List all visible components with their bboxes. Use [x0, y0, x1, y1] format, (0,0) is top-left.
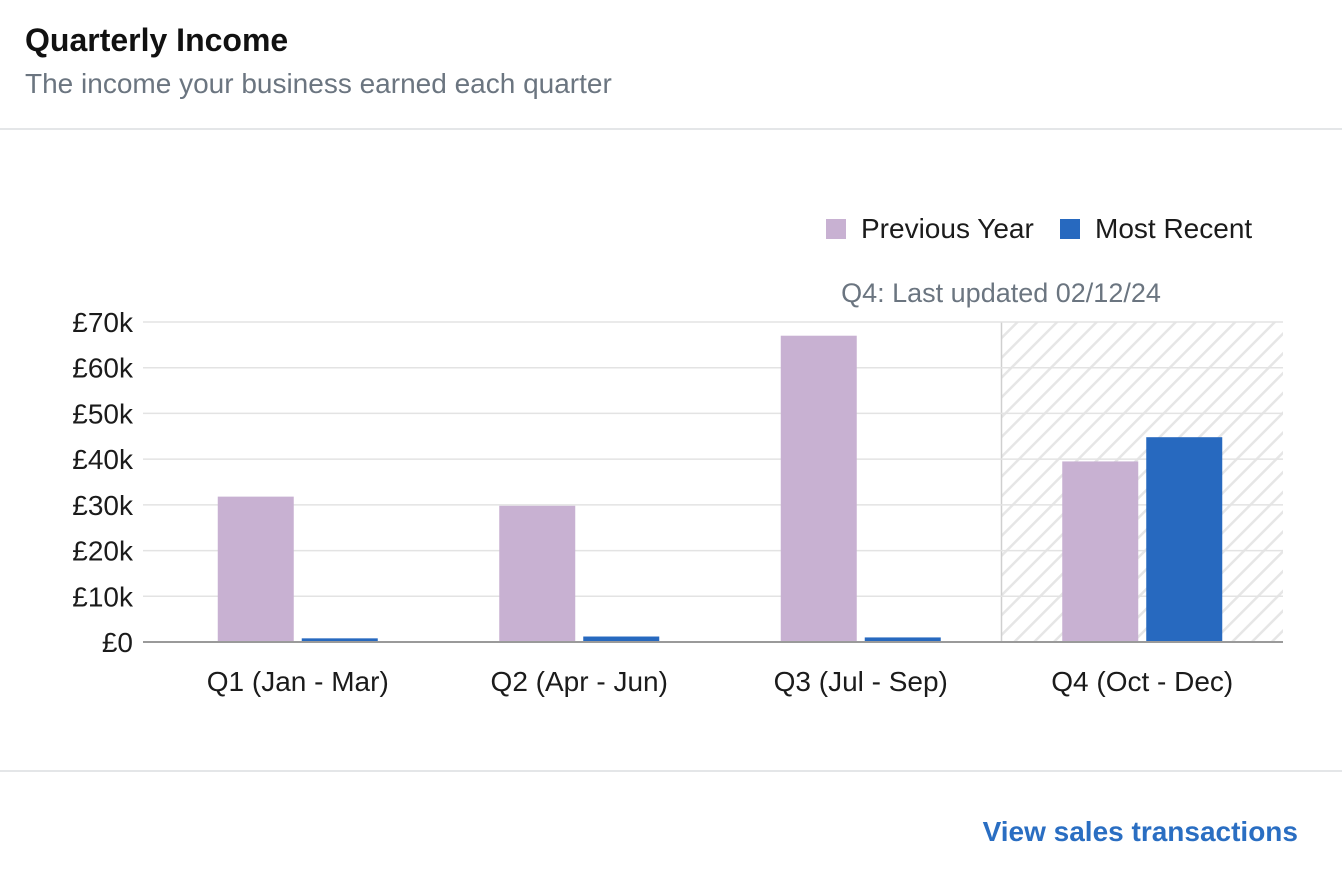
card-title: Quarterly Income [25, 22, 289, 58]
chart-area: £0 £10k £20k £30k £40k £50k £60k £70k Q1 (Jan - … [0, 130, 1342, 770]
q4-last-updated-annotation: Q4: Last updated 02/12/24 [841, 278, 1161, 308]
legend-label-most-recent: Most Recent [1095, 213, 1252, 244]
y-tick-label: £30k [72, 490, 134, 521]
y-tick-label: £0 [102, 627, 133, 658]
bar-most-recent-q4 [1146, 437, 1223, 642]
x-tick-label: Q2 (Apr - Jun) [491, 666, 668, 697]
legend-label-previous-year: Previous Year [861, 213, 1034, 244]
quarterly-income-chart: £0 £10k £20k £30k £40k £50k £60k £70k Q1 (Jan - … [72, 213, 1283, 697]
card-header: Quarterly Income The income your busines… [0, 0, 1342, 130]
legend-swatch-previous-year [826, 219, 846, 239]
x-tick-label: Q4 (Oct - Dec) [1051, 666, 1233, 697]
x-tick-label: Q3 (Jul - Sep) [774, 666, 948, 697]
bar-most-recent-q3 [864, 637, 941, 642]
legend-swatch-most-recent [1060, 219, 1080, 239]
bar-most-recent-q2 [583, 636, 660, 642]
footer-divider [0, 770, 1342, 772]
bar-most-recent-q1 [301, 638, 378, 642]
highlighted-quarter-background [1001, 322, 1283, 642]
bar-previous-year-q1 [217, 496, 294, 642]
y-tick-label: £40k [72, 444, 134, 475]
y-tick-label: £70k [72, 307, 134, 338]
y-tick-label: £20k [72, 536, 134, 567]
card-subtitle: The income your business earned each qua… [25, 68, 612, 99]
y-tick-label: £10k [72, 581, 134, 612]
x-tick-label: Q1 (Jan - Mar) [207, 666, 389, 697]
bar-previous-year-q2 [499, 505, 576, 642]
y-tick-label: £50k [72, 398, 134, 429]
view-sales-transactions-link[interactable]: View sales transactions [982, 816, 1298, 847]
bar-previous-year-q4 [1062, 461, 1139, 642]
bar-previous-year-q3 [780, 335, 857, 642]
y-tick-label: £60k [72, 353, 134, 384]
